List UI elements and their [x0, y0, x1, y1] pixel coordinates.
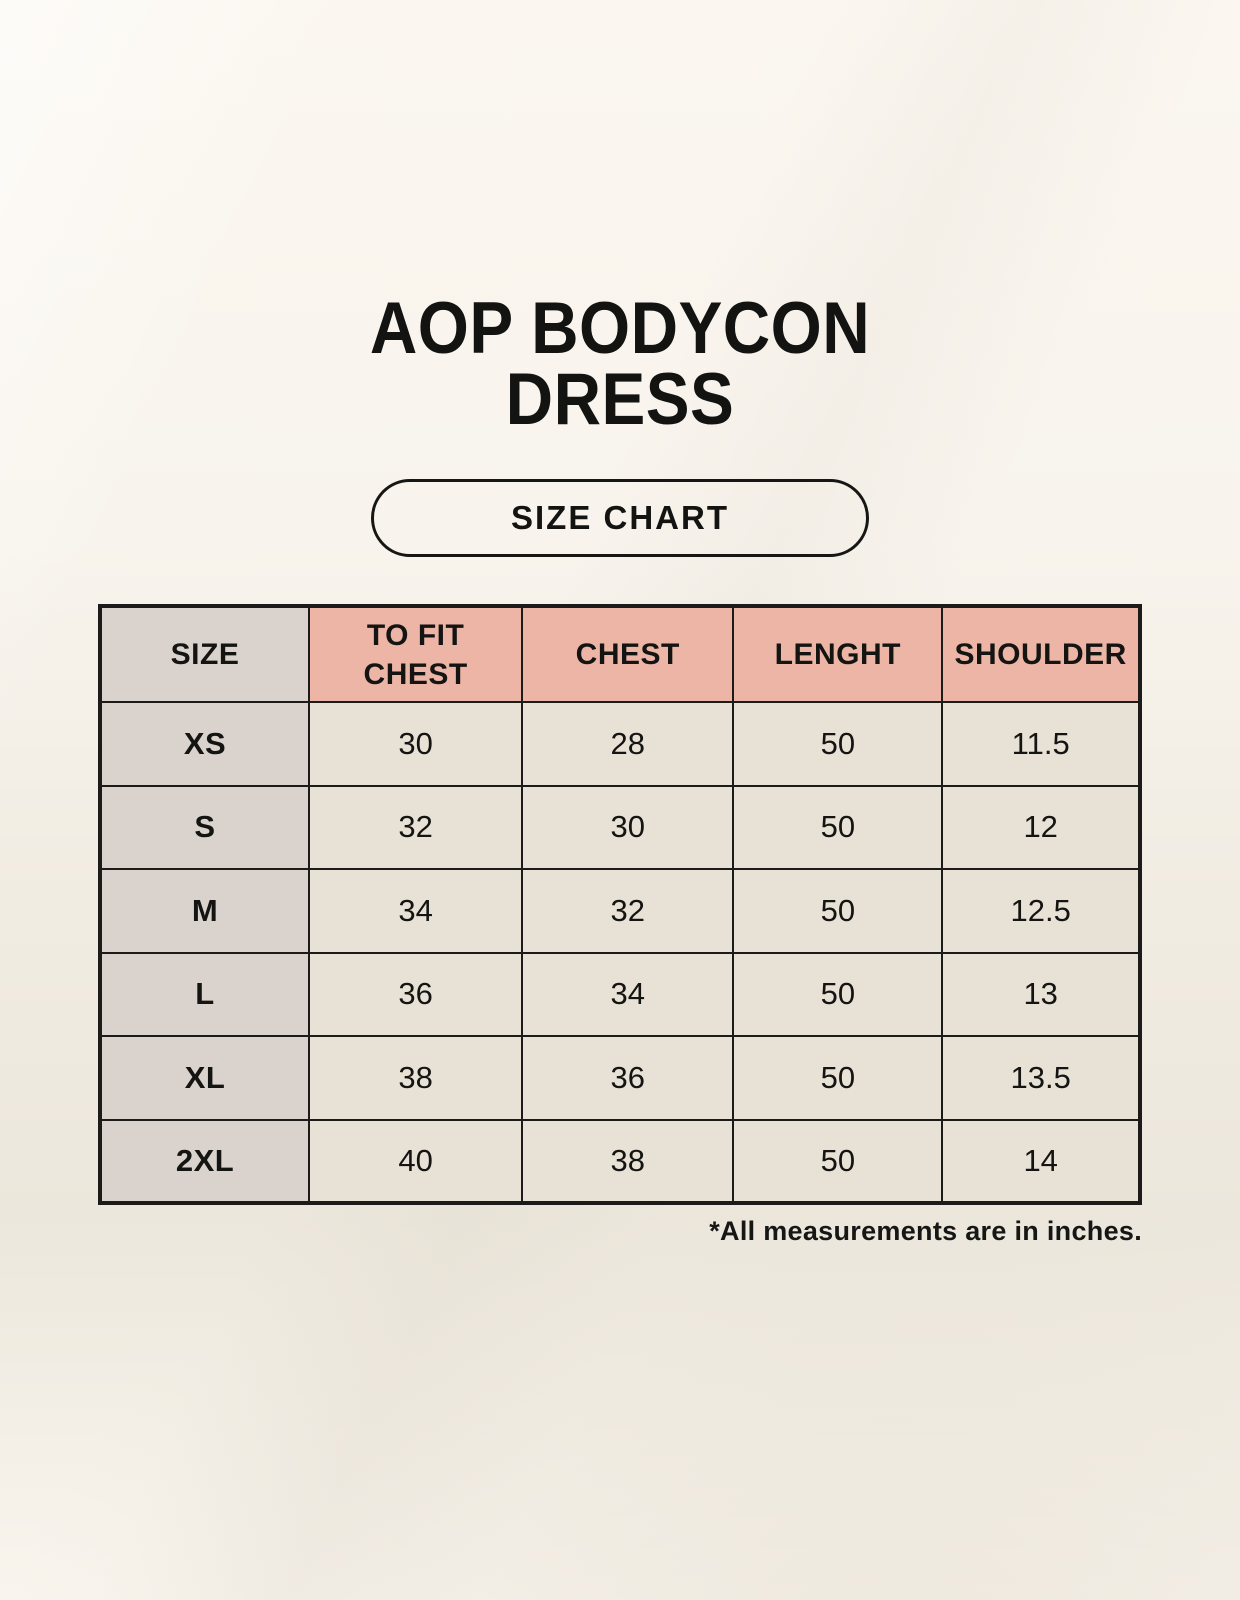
table-row-xs: XS 30 28 50 11.5 — [98, 701, 1141, 787]
lenght-cell: 50 — [732, 951, 944, 1037]
to-fit-chest-cell: 40 — [308, 1118, 524, 1204]
lenght-cell: 50 — [732, 1118, 944, 1204]
chest-cell: 32 — [521, 868, 735, 954]
shoulder-cell: 14 — [941, 1118, 1141, 1204]
table-row-s: S 32 30 50 12 — [98, 784, 1141, 870]
shoulder-cell: 12.5 — [941, 868, 1141, 954]
size-cell: XS — [98, 701, 311, 787]
chest-cell: 36 — [521, 1035, 735, 1121]
column-header-shoulder: SHOULDER — [941, 605, 1141, 703]
page-title: AOP BODYCON DRESS — [62, 288, 1178, 440]
page-title-line-2: DRESS — [505, 359, 735, 440]
to-fit-chest-cell: 34 — [308, 868, 524, 954]
lenght-cell: 50 — [732, 868, 944, 954]
table-row-2xl: 2XL 40 38 50 14 — [98, 1118, 1141, 1204]
shoulder-cell: 13.5 — [941, 1035, 1141, 1121]
size-cell: L — [98, 951, 311, 1037]
size-cell: S — [98, 784, 311, 870]
column-header-size: SIZE — [98, 605, 311, 703]
size-cell: M — [98, 868, 311, 954]
to-fit-chest-cell: 36 — [308, 951, 524, 1037]
to-fit-chest-cell: 38 — [308, 1035, 524, 1121]
table-row-xl: XL 38 36 50 13.5 — [98, 1035, 1141, 1121]
column-header-to-fit-chest-label: TO FIT CHEST — [363, 618, 468, 691]
to-fit-chest-cell: 32 — [308, 784, 524, 870]
size-chart-badge[interactable]: SIZE CHART — [371, 479, 869, 557]
column-header-lenght: LENGHT — [732, 605, 944, 703]
measurements-note: *All measurements are in inches. — [709, 1216, 1142, 1246]
size-chart-badge-label: SIZE CHART — [511, 499, 729, 536]
table-row-l: L 36 34 50 13 — [98, 951, 1141, 1037]
size-cell: XL — [98, 1035, 311, 1121]
chest-cell: 28 — [521, 701, 735, 787]
table-row-m: M 34 32 50 12.5 — [98, 868, 1141, 954]
chest-cell: 38 — [521, 1118, 735, 1204]
lenght-cell: 50 — [732, 701, 944, 787]
lenght-cell: 50 — [732, 784, 944, 870]
size-chart-table: SIZE TO FIT CHEST CHEST LENGHT SHOULDER … — [98, 604, 1142, 1205]
chest-cell: 34 — [521, 951, 735, 1037]
column-header-chest: CHEST — [521, 605, 735, 703]
to-fit-chest-cell: 30 — [308, 701, 524, 787]
column-header-to-fit-chest: TO FIT CHEST — [308, 605, 524, 703]
shoulder-cell: 13 — [941, 951, 1141, 1037]
page-title-line-1: AOP BODYCON — [369, 288, 871, 369]
shoulder-cell: 12 — [941, 784, 1141, 870]
shoulder-cell: 11.5 — [941, 701, 1141, 787]
table-header-row: SIZE TO FIT CHEST CHEST LENGHT SHOULDER — [98, 605, 1141, 703]
chest-cell: 30 — [521, 784, 735, 870]
size-cell: 2XL — [98, 1118, 311, 1204]
lenght-cell: 50 — [732, 1035, 944, 1121]
